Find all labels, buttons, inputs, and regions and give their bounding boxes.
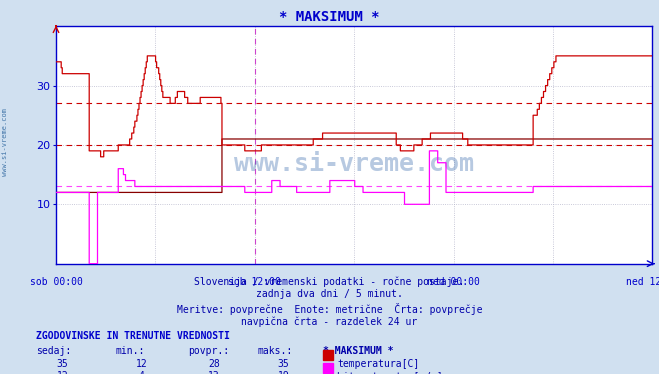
Text: ZGODOVINSKE IN TRENUTNE VREDNOSTI: ZGODOVINSKE IN TRENUTNE VREDNOSTI bbox=[36, 331, 230, 341]
Text: 35: 35 bbox=[277, 359, 289, 369]
Text: hitrost vetra[m/s]: hitrost vetra[m/s] bbox=[337, 371, 443, 374]
Text: povpr.:: povpr.: bbox=[188, 346, 229, 356]
Text: sob 12:00: sob 12:00 bbox=[229, 277, 281, 287]
Text: temperatura[C]: temperatura[C] bbox=[337, 359, 420, 369]
Text: * MAKSIMUM *: * MAKSIMUM * bbox=[279, 10, 380, 24]
Text: www.si-vreme.com: www.si-vreme.com bbox=[2, 108, 9, 176]
Text: www.si-vreme.com: www.si-vreme.com bbox=[234, 152, 474, 176]
Text: navpična črta - razdelek 24 ur: navpična črta - razdelek 24 ur bbox=[241, 316, 418, 327]
Text: 35: 35 bbox=[57, 359, 69, 369]
Text: Slovenija / vremenski podatki - ročne postaje.: Slovenija / vremenski podatki - ročne po… bbox=[194, 276, 465, 286]
Text: 19: 19 bbox=[277, 371, 289, 374]
Text: 13: 13 bbox=[208, 371, 220, 374]
Text: * MAKSIMUM *: * MAKSIMUM * bbox=[323, 346, 393, 356]
Text: 12: 12 bbox=[136, 359, 148, 369]
Text: sob 00:00: sob 00:00 bbox=[30, 277, 82, 287]
Text: 4: 4 bbox=[139, 371, 144, 374]
Text: zadnja dva dni / 5 minut.: zadnja dva dni / 5 minut. bbox=[256, 289, 403, 300]
Text: 28: 28 bbox=[208, 359, 220, 369]
Text: ned 00:00: ned 00:00 bbox=[427, 277, 480, 287]
Text: maks.:: maks.: bbox=[257, 346, 292, 356]
Text: sedaj:: sedaj: bbox=[36, 346, 71, 356]
Text: Meritve: povprečne  Enote: metrične  Črta: povprečje: Meritve: povprečne Enote: metrične Črta:… bbox=[177, 303, 482, 315]
Text: min.:: min.: bbox=[115, 346, 145, 356]
Text: 12: 12 bbox=[57, 371, 69, 374]
Text: ned 12:00: ned 12:00 bbox=[626, 277, 659, 287]
